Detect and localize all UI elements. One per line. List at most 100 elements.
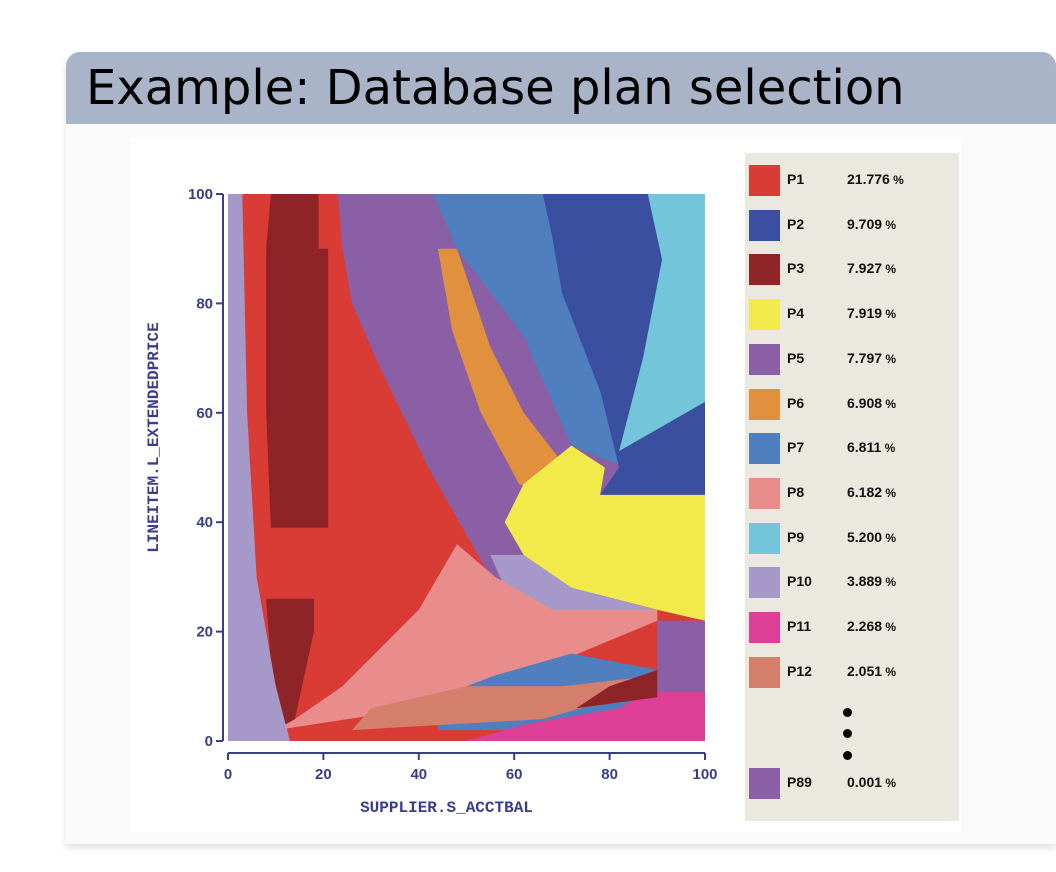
legend-value-p12: 2.051 % (847, 663, 896, 679)
legend-ellipsis-dot-2 (843, 751, 852, 760)
legend-label-p5: P5 (787, 349, 805, 366)
legend-label-p89: P89 (787, 774, 812, 790)
y-axis-label: LINEITEM.L_EXTENDEDPRICE (145, 322, 163, 552)
legend-value-p4: 7.919 % (847, 305, 896, 321)
legend-swatch-p3 (749, 254, 780, 286)
legend-item-p8: P8 6.182 % (745, 474, 959, 510)
y-tick-label-3: 60 (196, 405, 213, 422)
x-tick-label-0: 0 (224, 766, 232, 783)
x-tick-label-1: 20 (315, 766, 332, 783)
legend-label-p7: P7 (787, 439, 805, 456)
legend-value-number: 7.919 (847, 305, 883, 322)
y-tick-label-2: 40 (196, 514, 213, 531)
legend-value-p9: 5.200 % (847, 529, 896, 545)
y-tick-label-5: 100 (188, 186, 213, 203)
legend-label-p6: P6 (787, 394, 805, 411)
plan-diagram-plot: 0 20 40 60 80 100 0 20 40 60 80 100 SUPPLIER.S_ACCT… (145, 186, 718, 817)
legend-ellipsis-dot-0 (843, 708, 852, 717)
legend-label-p4: P4 (787, 305, 805, 322)
legend-value-number: 6.182 (847, 483, 883, 500)
plan-region-p11-13 (466, 669, 705, 741)
legend-value-p3: 7.927 % (847, 260, 896, 276)
legend-item-p10: P10 3.889 % (745, 563, 959, 599)
legend-value-number: 0.001 (847, 774, 883, 790)
legend-value-unit: % (882, 620, 897, 634)
legend-value-unit: % (882, 530, 897, 545)
legend: P1 21.776 % P2 9.709 % P3 7.927 % P4 7.919 % P5 7… (745, 153, 959, 821)
legend-value-number: 6.811 (847, 439, 882, 456)
plan-region-p3-9 (266, 194, 329, 528)
y-tick-label-1: 20 (196, 624, 213, 641)
legend-item-p12: P12 2.051 % (745, 653, 959, 689)
plan-region-p10-16 (228, 194, 290, 741)
y-tick-label-0: 0 (205, 733, 213, 750)
legend-label-p9: P9 (787, 528, 805, 545)
legend-label-p2: P2 (787, 215, 805, 232)
legend-swatch-p8 (749, 477, 780, 509)
legend-item-p1: P1 21.776 % (745, 161, 959, 197)
legend-value-p5: 7.797 % (847, 350, 896, 366)
plan-region-p5-14 (657, 620, 705, 692)
axes: 0 20 40 60 80 100 0 20 40 60 80 100 (188, 186, 718, 783)
plan-region-p8-8 (275, 544, 658, 731)
legend-item-p7: P7 6.811 % (745, 429, 959, 465)
legend-swatch-p12 (749, 656, 780, 688)
legend-swatch-p89 (749, 768, 780, 799)
plan-region-p4-6 (504, 445, 705, 621)
legend-swatch-p11 (749, 612, 780, 643)
plan-region-p9-5 (619, 194, 705, 452)
legend-value-unit: % (882, 485, 897, 500)
legend-value-number: 9.709 (847, 215, 883, 232)
legend-value-unit: % (882, 307, 897, 322)
legend-value-unit: % (882, 262, 897, 277)
legend-label-p12: P12 (787, 662, 812, 679)
legend-value-unit: % (882, 664, 897, 679)
plan-region-p3-10 (266, 598, 314, 725)
legend-value-number: 6.908 (847, 394, 883, 411)
plan-region-p6-3 (437, 248, 562, 501)
x-tick-label-4: 80 (601, 766, 618, 783)
slide-title: Example: Database plan selection (86, 60, 905, 116)
legend-value-p6: 6.908 % (847, 395, 896, 411)
plan-regions (228, 194, 705, 741)
legend-item-p9: P9 5.200 % (745, 519, 959, 555)
legend-swatch-p9 (749, 522, 780, 554)
legend-value-number: 5.200 (847, 528, 883, 545)
legend-item-p3: P3 7.927 % (745, 250, 959, 286)
legend-value-unit: % (882, 396, 897, 411)
legend-value-p1: 21.776 % (847, 171, 904, 187)
legend-item-p5: P5 7.797 % (745, 340, 959, 376)
legend-label-p10: P10 (787, 573, 812, 590)
legend-label-p3: P3 (787, 260, 805, 277)
x-tick-label-5: 100 (692, 766, 717, 783)
legend-item-p2: P2 9.709 % (745, 206, 959, 242)
legend-value-unit: % (882, 217, 897, 232)
legend-value-p2: 9.709 % (847, 216, 896, 232)
slide-header: Example: Database plan selection (66, 52, 1056, 124)
x-tick-label-3: 60 (506, 766, 523, 783)
x-tick-label-2: 40 (410, 766, 427, 783)
legend-value-unit: % (882, 776, 897, 790)
legend-swatch-p1 (749, 165, 780, 196)
legend-value-number: 7.927 (847, 260, 883, 277)
legend-value-number: 7.797 (847, 349, 883, 366)
legend-value-p11: 2.268 % (847, 618, 896, 634)
legend-value-number: 2.268 (847, 618, 883, 634)
legend-value-p7: 6.811 % (847, 439, 895, 455)
plan-region-p3-15 (576, 669, 658, 709)
legend-value-unit: % (882, 351, 897, 366)
legend-item-p11: P11 2.268 % (745, 608, 959, 644)
legend-value-p89: 0.001 % (847, 774, 896, 790)
legend-swatch-p7 (749, 433, 780, 465)
legend-value-number: 3.889 (847, 573, 883, 590)
x-axis-label: SUPPLIER.S_ACCTBAL (360, 799, 533, 817)
legend-item-p89: P89 0.001 % (745, 764, 959, 800)
legend-value-number: 2.051 (847, 662, 883, 679)
legend-swatch-p10 (749, 567, 780, 599)
legend-swatch-p5 (749, 343, 780, 375)
legend-item-p4: P4 7.919 % (745, 295, 959, 331)
plan-region-p12-12 (352, 675, 658, 731)
legend-value-unit: % (882, 575, 897, 590)
legend-label-p11: P11 (787, 618, 812, 634)
y-tick-label-4: 80 (196, 295, 213, 312)
